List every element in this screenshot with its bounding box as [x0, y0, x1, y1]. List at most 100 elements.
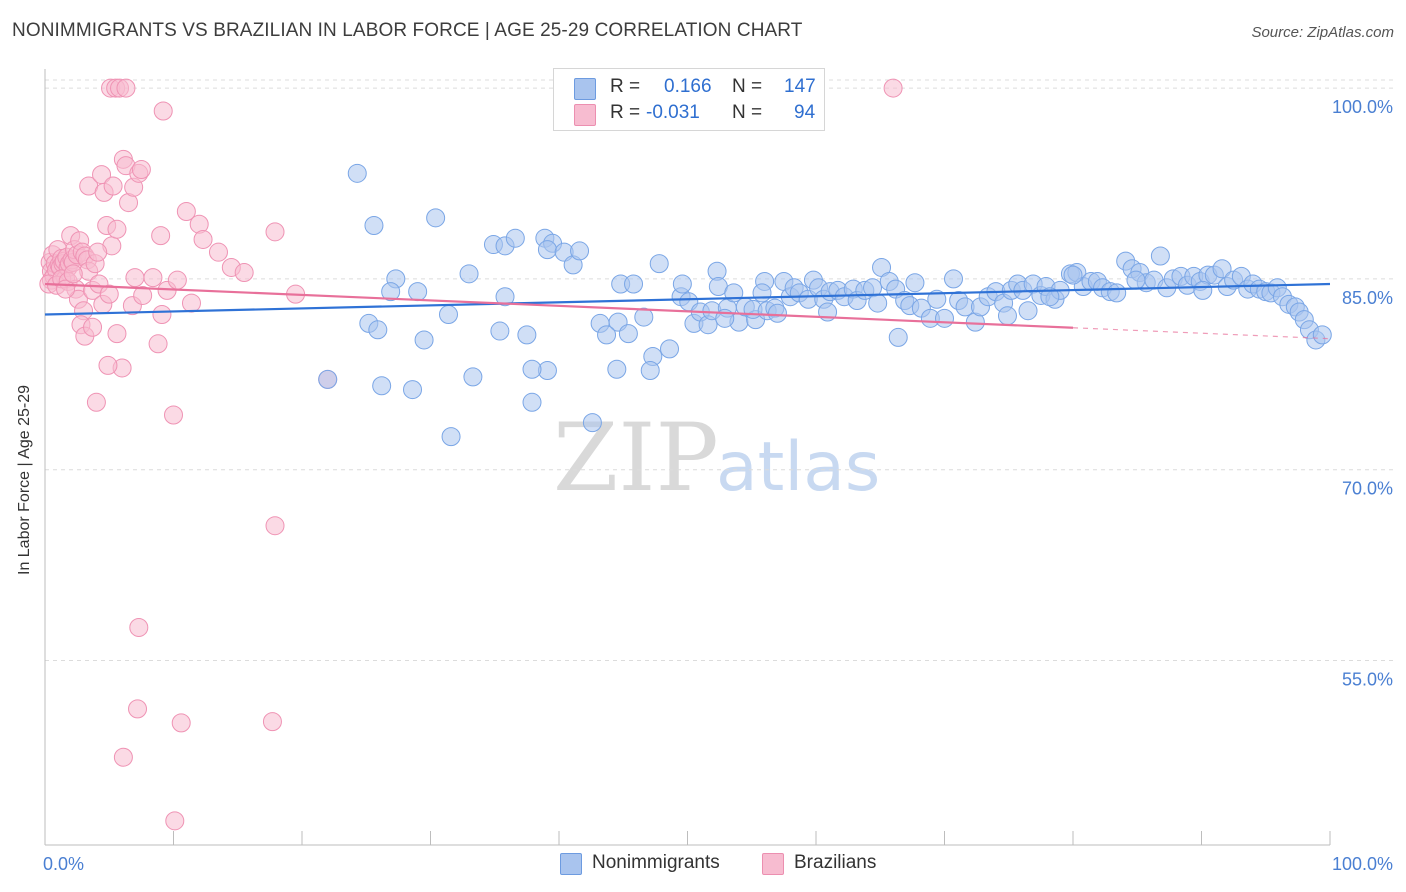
legend-r-label: R = [610, 102, 641, 123]
point-nonimmigrants [1040, 287, 1060, 307]
point-nonimmigrants [997, 306, 1017, 326]
point-nonimmigrants [517, 325, 537, 345]
point-brazilians [103, 176, 123, 196]
point-nonimmigrants [1193, 280, 1213, 300]
point-brazilians [208, 242, 228, 262]
legend-r-label: R = [610, 76, 641, 97]
point-brazilians [165, 811, 185, 831]
bottom-legend-label-nonimmigrants: Nonimmigrants [592, 852, 720, 873]
legend-r-value-brazilians: -0.031 [646, 102, 700, 123]
point-nonimmigrants [1150, 246, 1170, 266]
point-nonimmigrants [868, 293, 888, 313]
point-nonimmigrants [1312, 325, 1332, 345]
trendline-brazilians [44, 282, 1074, 329]
legend-swatch-nonimmigrants [574, 78, 596, 100]
point-nonimmigrants [522, 392, 542, 412]
legend-r-value-nonimmigrants: 0.166 [664, 76, 712, 97]
y-tick-label: 85.0% [1342, 288, 1393, 308]
point-nonimmigrants [649, 254, 669, 274]
point-brazilians [171, 713, 191, 733]
point-nonimmigrants [1063, 265, 1083, 285]
legend-n-label: N = [732, 102, 763, 123]
point-nonimmigrants [372, 376, 392, 396]
source-credit: Source: ZipAtlas.com [1251, 24, 1394, 41]
x-tick-label: 0.0% [43, 854, 84, 874]
stats-legend: R = 0.166 N = 147 R = -0.031 N = 94 [553, 68, 825, 131]
point-brazilians [133, 285, 153, 305]
legend-n-label: N = [732, 76, 763, 97]
point-nonimmigrants [522, 359, 542, 379]
point-brazilians [151, 226, 171, 246]
point-nonimmigrants [943, 269, 963, 289]
point-brazilians [167, 270, 187, 290]
point-brazilians [153, 101, 173, 121]
point-nonimmigrants [364, 215, 384, 235]
point-nonimmigrants [463, 367, 483, 387]
bottom-legend-swatch-brazilians [762, 853, 784, 875]
point-nonimmigrants [597, 325, 617, 345]
point-nonimmigrants [672, 274, 692, 294]
point-brazilians [129, 617, 149, 637]
point-nonimmigrants [403, 380, 423, 400]
point-brazilians [143, 268, 163, 288]
point-nonimmigrants [505, 228, 525, 248]
point-brazilians [63, 264, 83, 284]
point-nonimmigrants [660, 339, 680, 359]
point-nonimmigrants [1018, 301, 1038, 321]
legend-swatch-brazilians [574, 104, 596, 126]
point-nonimmigrants [607, 359, 627, 379]
point-nonimmigrants [570, 241, 590, 261]
point-brazilians [98, 355, 118, 375]
point-nonimmigrants [905, 273, 925, 293]
point-brazilians [125, 268, 145, 288]
point-brazilians [181, 293, 201, 313]
point-brazilians [148, 334, 168, 354]
point-nonimmigrants [935, 308, 954, 328]
point-brazilians [131, 159, 151, 179]
point-nonimmigrants [537, 240, 557, 260]
point-brazilians [88, 242, 108, 262]
y-tick-label: 55.0% [1342, 670, 1393, 690]
point-brazilians [883, 78, 903, 98]
x-tick-label: 100.0% [1332, 854, 1393, 874]
point-nonimmigrants [368, 320, 388, 340]
point-brazilians [176, 201, 196, 221]
point-brazilians [128, 699, 148, 719]
point-brazilians [234, 263, 254, 283]
point-nonimmigrants [1126, 270, 1146, 290]
point-nonimmigrants [888, 327, 908, 347]
point-brazilians [265, 222, 285, 242]
point-brazilians [262, 712, 282, 732]
point-brazilians [107, 324, 127, 344]
chart-title: NONIMMIGRANTS VS BRAZILIAN IN LABOR FORC… [12, 20, 803, 41]
point-nonimmigrants [426, 208, 446, 228]
bottom-legend-label-brazilians: Brazilians [794, 852, 877, 873]
point-nonimmigrants [640, 360, 660, 380]
point-nonimmigrants [927, 289, 947, 309]
point-nonimmigrants [408, 282, 428, 302]
point-brazilians [113, 747, 133, 767]
point-nonimmigrants [318, 369, 338, 389]
legend-n-value-nonimmigrants: 147 [784, 76, 816, 97]
point-brazilians [116, 78, 136, 98]
point-nonimmigrants [1107, 283, 1127, 303]
point-brazilians [83, 317, 103, 337]
point-nonimmigrants [495, 287, 515, 307]
trendline-brazilians-extension [1072, 327, 1331, 340]
point-nonimmigrants [1212, 259, 1232, 279]
point-nonimmigrants [618, 324, 638, 344]
watermark-atlas: atlas [716, 428, 880, 507]
point-nonimmigrants [438, 305, 458, 325]
point-brazilians [152, 305, 172, 325]
point-nonimmigrants [582, 413, 602, 433]
watermark-zip: ZIP [553, 404, 719, 513]
point-nonimmigrants [347, 163, 367, 183]
point-nonimmigrants [381, 282, 401, 302]
point-brazilians [86, 392, 106, 412]
point-brazilians [265, 516, 285, 536]
point-brazilians [193, 229, 213, 249]
point-nonimmigrants [490, 321, 510, 341]
y-tick-label: 70.0% [1342, 479, 1393, 499]
point-brazilians [107, 219, 127, 239]
